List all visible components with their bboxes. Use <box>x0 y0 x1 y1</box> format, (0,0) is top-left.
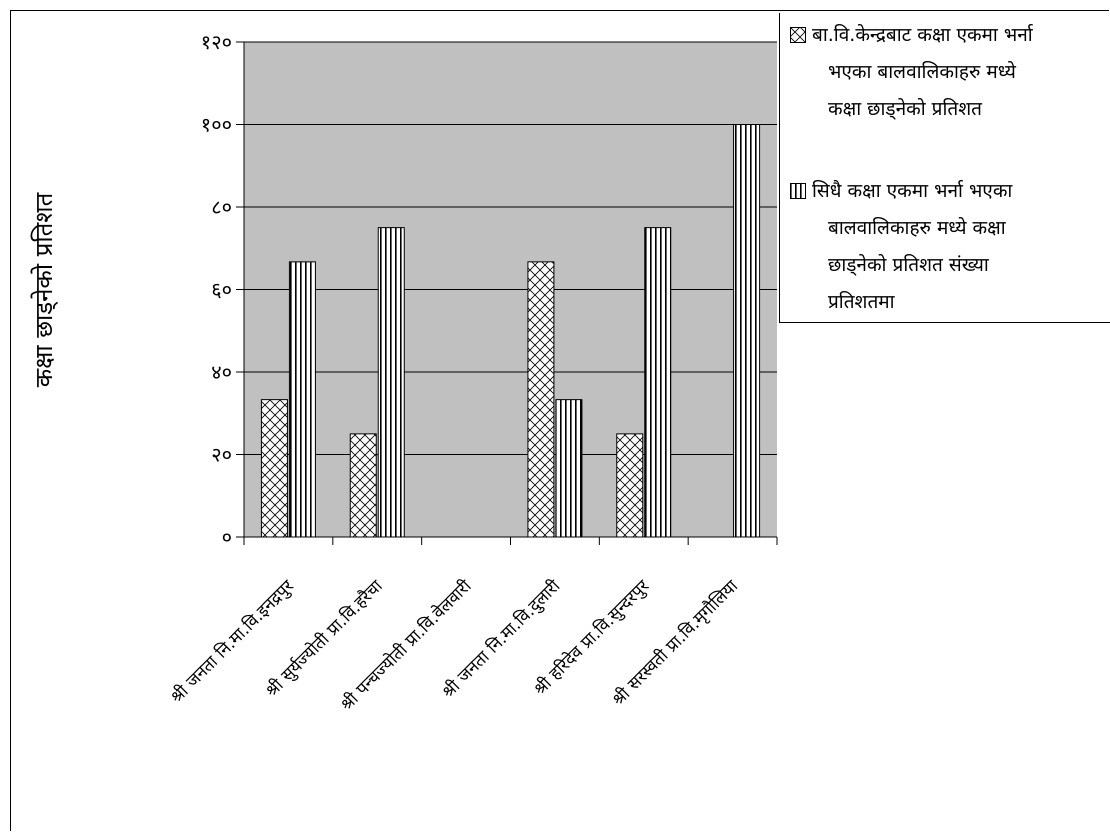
legend-series-1-line-3: कक्षा छाड्नेको प्रतिशत <box>828 98 982 120</box>
legend-item-series-2: सिधै कक्षा एकमा भर्ना भएका बालवालिकाहरु … <box>790 173 1110 321</box>
bar <box>644 227 672 538</box>
bar <box>288 261 316 538</box>
legend: बा.वि.केन्द्रबाट कक्षा एकमा भर्ना भएका ब… <box>779 13 1110 323</box>
y-tick-label: ८० <box>211 195 232 219</box>
legend-series-1-line-2: भएका बालवालिकाहरु मध्ये <box>828 61 1016 83</box>
bar <box>616 433 644 538</box>
legend-series-2-line-1: सिधै कक्षा एकमा भर्ना भएका <box>812 180 1013 202</box>
y-tick-label: २० <box>211 443 232 467</box>
y-tick-label: ६० <box>211 278 232 302</box>
legend-swatch-crosshatch <box>790 27 806 43</box>
legend-item-series-1: बा.वि.केन्द्रबाट कक्षा एकमा भर्ना भएका ब… <box>790 17 1110 128</box>
legend-series-2-line-4: प्रतिशतमा <box>828 291 895 313</box>
bar <box>260 399 288 538</box>
bar <box>555 399 583 538</box>
bar <box>349 433 377 538</box>
bar <box>527 261 555 538</box>
legend-series-2-line-2: बालवालिकाहरु मध्ये कक्षा <box>828 217 1006 239</box>
bar <box>733 124 761 538</box>
chart-frame <box>10 10 1109 831</box>
y-tick-label: ४० <box>211 360 232 384</box>
legend-swatch-vertical-stripes <box>790 183 806 199</box>
y-tick-label: ० <box>222 525 232 549</box>
legend-series-2-line-3: छाड्नेको प्रतिशत संख्या <box>828 254 989 276</box>
legend-series-1-line-1: बा.वि.केन्द्रबाट कक्षा एकमा भर्ना <box>812 24 1033 46</box>
y-tick-label: १०० <box>201 113 232 137</box>
bar <box>377 227 405 538</box>
y-axis-label: कक्षा छाड्नेको प्रतिशत <box>30 191 59 387</box>
y-tick-label: १२० <box>201 30 232 54</box>
